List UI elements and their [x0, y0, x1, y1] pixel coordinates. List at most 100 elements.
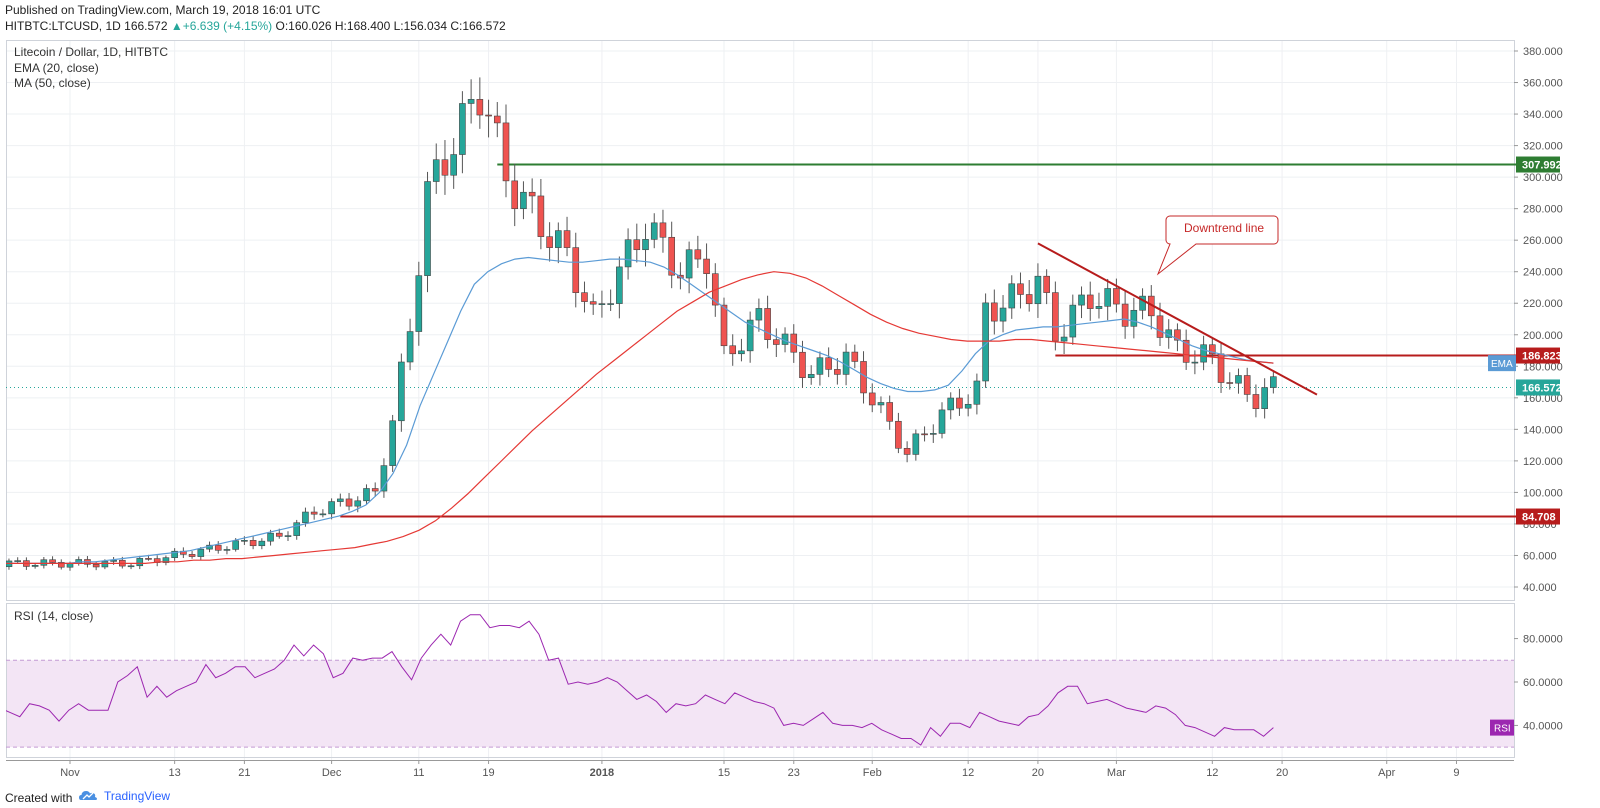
candle-up [929, 433, 937, 435]
time-tick-label: 20 [1276, 767, 1288, 779]
candle-up [973, 380, 981, 405]
candle-up [136, 558, 144, 567]
price-tick-label: 40.000 [1523, 582, 1557, 594]
ema-tag: EMA [1491, 359, 1513, 370]
candle-down [1174, 329, 1181, 341]
indicator-lines [0, 256, 1274, 565]
candle-up [947, 397, 955, 411]
rsi-tick-label: 60.0000 [1523, 677, 1563, 689]
legend: Litecoin / Dollar, 1D, HITBTC EMA (20, c… [14, 45, 168, 623]
candle-up [1235, 375, 1242, 384]
published-text: Published on TradingView.com, March 19, … [5, 3, 321, 17]
ema-tag-box [1488, 355, 1516, 372]
candle-down [1025, 294, 1033, 305]
tradingview-link[interactable]: TradingView [78, 789, 170, 803]
candle-down [825, 357, 832, 370]
annotation-callout [1156, 215, 1279, 276]
candle-down [1121, 303, 1129, 327]
candle-down [493, 115, 501, 124]
created-with-text: Created with [5, 791, 73, 805]
candle-down [145, 558, 152, 560]
time-tick-label: 15 [718, 767, 730, 779]
candle-down [502, 122, 510, 182]
candle-up [197, 548, 205, 557]
candle-down [659, 222, 667, 238]
candle-down [485, 114, 492, 117]
candle-up [964, 403, 972, 409]
candle-up [685, 249, 693, 279]
time-tick-label: Feb [863, 767, 882, 779]
candle-down [310, 511, 318, 515]
candle-down [903, 447, 911, 455]
candles [0, 77, 1277, 571]
candle-up [1270, 376, 1277, 388]
price-chart-svg[interactable]: Downtrend line 40.00060.00080.000100.000… [0, 40, 1600, 788]
candle-down [581, 292, 588, 302]
candle-up [816, 357, 824, 375]
candle-down [1086, 294, 1094, 309]
candle-down [1209, 344, 1216, 355]
candle-up [267, 532, 274, 542]
price-tick-label: 100.000 [1523, 487, 1563, 499]
time-tick-label: 21 [238, 767, 250, 779]
rsi-pane-border [6, 603, 1515, 758]
candle-up [232, 540, 239, 550]
candle-up [432, 159, 440, 182]
candle-up [1261, 387, 1268, 409]
last-price: 166.572 [124, 19, 168, 33]
candle-down [694, 249, 702, 260]
price-label: 166.572 [1522, 382, 1562, 394]
rsi-line [0, 614, 1274, 746]
price-label-box [1516, 156, 1560, 173]
candle-down [1017, 283, 1024, 295]
price-tick-label: 340.000 [1523, 109, 1563, 121]
candle-up [999, 307, 1007, 322]
candle-up [1104, 288, 1111, 307]
price-change: +6.639 (+4.15%) [182, 19, 273, 33]
candle-up [1069, 304, 1077, 338]
price-label: 84.708 [1522, 512, 1556, 524]
trendline: Downtrend line [1037, 215, 1318, 396]
candle-down [1252, 394, 1260, 409]
candle-down [528, 191, 536, 197]
candle-down [537, 195, 545, 237]
candle-down [921, 433, 928, 436]
candle-down [371, 488, 379, 492]
up-arrow-icon: ▲ [170, 19, 183, 33]
candle-up [1060, 336, 1068, 342]
candle-up [40, 559, 48, 566]
candle-down [895, 420, 902, 449]
candle-up [31, 564, 39, 567]
tradingview-cloud-icon [79, 791, 97, 800]
candle-down [1226, 382, 1234, 384]
price-tick-label: 160.000 [1523, 393, 1563, 405]
candle-down [834, 369, 841, 375]
rsi-tick-label: 40.0000 [1523, 720, 1563, 732]
chart-area[interactable]: Downtrend line 40.000 60.000 80.000 100.000… [0, 40, 1600, 788]
candle-up [938, 409, 946, 434]
candle-down [476, 99, 484, 116]
footer: Created with TradingView [0, 788, 1600, 808]
candle-up [746, 319, 754, 352]
candle-up [380, 465, 388, 492]
time-tick-label: Nov [60, 767, 80, 779]
candle-up [624, 239, 632, 268]
grid [6, 40, 1514, 760]
candle-up [520, 191, 527, 210]
symbol-label: HITBTC:LTCUSD, 1D [5, 19, 121, 33]
candle-down [589, 301, 597, 305]
time-tick-label: Apr [1378, 767, 1395, 779]
candle-down [511, 180, 519, 210]
legend-ma: MA (50, close) [14, 76, 91, 90]
legend-title: Litecoin / Dollar, 1D, HITBTC [14, 45, 168, 59]
horizontal-levels [6, 163, 1516, 518]
candle-down [546, 236, 553, 248]
candle-up [467, 99, 475, 104]
candle-up [459, 103, 466, 155]
candle-up [607, 303, 614, 305]
candle-up [642, 239, 649, 251]
price-label-box [1516, 508, 1560, 525]
rsi-pane: 40.0000 60.0000 80.0000 RSI [0, 614, 1563, 748]
candle-down [1243, 375, 1251, 395]
candle-down [868, 392, 876, 406]
